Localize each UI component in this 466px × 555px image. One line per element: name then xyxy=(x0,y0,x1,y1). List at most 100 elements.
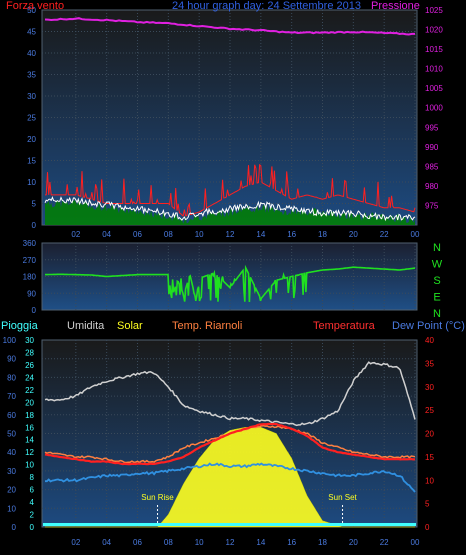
rain-tick-label: 30 xyxy=(25,336,34,345)
humidity-label: Umidita xyxy=(67,320,105,332)
humidity-tick-label: 40 xyxy=(7,448,16,457)
dewpoint-line xyxy=(45,462,416,493)
compass-label: N xyxy=(433,308,441,320)
wind-avg-area xyxy=(45,199,415,225)
x-tick-label: 10 xyxy=(195,230,204,239)
pressure-tick-label: 975 xyxy=(425,201,439,210)
x-tick-label: 00 xyxy=(411,538,420,547)
sunset-label: Sun Set xyxy=(328,493,357,502)
x-tick-label: 12 xyxy=(226,538,235,547)
wind-speed-line xyxy=(45,163,416,217)
pressure-tick-label: 985 xyxy=(425,162,439,171)
x-tick-label: 04 xyxy=(102,230,111,239)
humidity-tick-label: 80 xyxy=(7,373,16,382)
wind-tick-label: 5 xyxy=(32,200,37,209)
x-tick-label: 20 xyxy=(349,230,358,239)
humidity-tick-label: 100 xyxy=(3,336,17,345)
compass-label: W xyxy=(432,259,443,271)
dewpoint-label: Dew Point (°C) xyxy=(392,320,465,332)
temp-tick-label: 10 xyxy=(425,476,434,485)
pressure-tick-label: 1010 xyxy=(425,65,443,74)
humidity-tick-label: 60 xyxy=(7,411,16,420)
rain-tick-label: 26 xyxy=(25,361,34,370)
riarmoli-label: Temp. Riarnoli xyxy=(172,320,243,332)
rain-tick-label: 14 xyxy=(25,436,34,445)
wind-tick-label: 35 xyxy=(27,71,36,80)
direction-tick-label: 0 xyxy=(32,306,37,315)
humidity-tick-label: 30 xyxy=(7,467,16,476)
chart-title: 24 hour graph day: 24 Settembre 2013 xyxy=(172,0,361,12)
rain-label: Pioggia xyxy=(1,320,38,332)
direction-tick-label: 90 xyxy=(27,289,36,298)
rain-tick-label: 10 xyxy=(25,461,34,470)
wind-tick-label: 30 xyxy=(27,92,36,101)
pressure-tick-label: 1000 xyxy=(425,104,443,113)
humidity-tick-label: 70 xyxy=(7,392,16,401)
solar-area xyxy=(45,427,415,528)
temp-tick-label: 5 xyxy=(425,500,430,509)
temperatura-label: Temperatura xyxy=(313,320,375,332)
x-tick-label: 08 xyxy=(164,538,173,547)
wind-gust-line xyxy=(44,196,416,222)
pressure-tick-label: 990 xyxy=(425,143,439,152)
temp-tick-label: 40 xyxy=(425,336,434,345)
rain-tick-label: 22 xyxy=(25,386,34,395)
pressure-tick-label: 1020 xyxy=(425,26,443,35)
compass-label: N xyxy=(433,242,441,254)
x-tick-label: 02 xyxy=(71,230,80,239)
temp-tick-label: 25 xyxy=(425,406,434,415)
humidity-tick-label: 20 xyxy=(7,486,16,495)
x-tick-label: 10 xyxy=(195,538,204,547)
temp-tick-label: 35 xyxy=(425,359,434,368)
wind-tick-label: 50 xyxy=(27,6,36,15)
wind-tick-label: 25 xyxy=(27,114,36,123)
rain-tick-label: 16 xyxy=(25,423,34,432)
x-tick-label: 12 xyxy=(226,230,235,239)
wind-tick-label: 40 xyxy=(27,49,36,58)
temperatura-line xyxy=(44,422,416,466)
x-tick-label: 18 xyxy=(318,230,327,239)
rain-tick-label: 20 xyxy=(25,398,34,407)
x-tick-label: 14 xyxy=(256,538,265,547)
wind-tick-label: 15 xyxy=(27,157,36,166)
rain-tick-label: 6 xyxy=(30,486,35,495)
wind-tick-label: 45 xyxy=(27,28,36,37)
temp-tick-label: 30 xyxy=(425,383,434,392)
pressure-axis-label: Pressione xyxy=(371,0,420,12)
rain-tick-label: 24 xyxy=(25,373,34,382)
temp-tick-label: 15 xyxy=(425,453,434,462)
rain-tick-label: 8 xyxy=(30,473,35,482)
humidity-tick-label: 90 xyxy=(7,355,16,364)
temp-tick-label: 20 xyxy=(425,430,434,439)
humidity-line xyxy=(44,361,416,427)
pressure-tick-label: 1015 xyxy=(425,45,443,54)
x-tick-label: 00 xyxy=(411,230,420,239)
compass-label: S xyxy=(433,275,440,287)
sunrise-label: Sun Rise xyxy=(141,493,174,502)
pressure-line xyxy=(44,17,415,36)
direction-line xyxy=(45,264,416,303)
compass-label: E xyxy=(433,292,440,304)
temp-tick-label: 0 xyxy=(425,523,430,532)
wind-tick-label: 0 xyxy=(32,221,37,230)
x-tick-label: 06 xyxy=(133,538,142,547)
x-tick-label: 16 xyxy=(287,230,296,239)
x-tick-label: 20 xyxy=(349,538,358,547)
x-tick-label: 14 xyxy=(256,230,265,239)
humidity-tick-label: 50 xyxy=(7,430,16,439)
x-tick-label: 22 xyxy=(380,538,389,547)
direction-tick-label: 360 xyxy=(23,239,37,248)
rain-tick-label: 28 xyxy=(25,348,34,357)
rain-tick-label: 4 xyxy=(30,498,35,507)
humidity-tick-label: 0 xyxy=(12,523,17,532)
solar-label: Solar xyxy=(117,320,143,332)
x-tick-label: 06 xyxy=(133,230,142,239)
pressure-tick-label: 1025 xyxy=(425,6,443,15)
rain-tick-label: 0 xyxy=(30,523,35,532)
direction-tick-label: 270 xyxy=(23,256,37,265)
wind-tick-label: 20 xyxy=(27,135,36,144)
direction-tick-label: 180 xyxy=(23,273,37,282)
x-tick-label: 08 xyxy=(164,230,173,239)
